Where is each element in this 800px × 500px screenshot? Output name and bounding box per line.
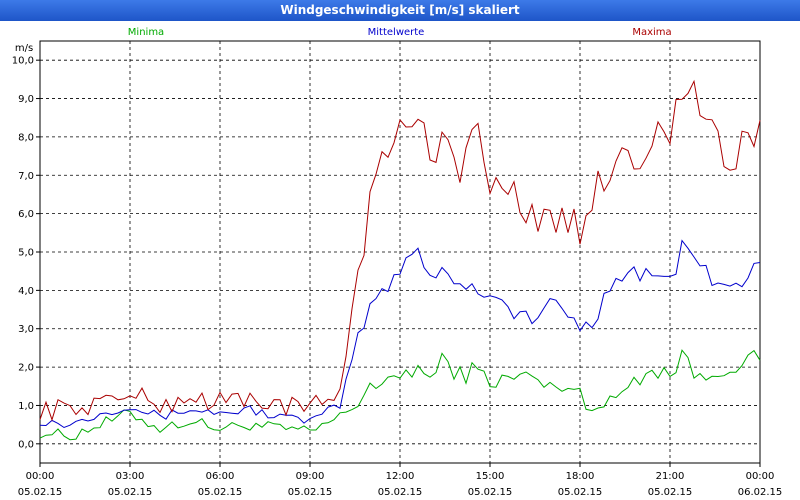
legend-entry-maxima: Maxima [632,27,671,38]
x-tick-time: 12:00 [386,471,415,482]
y-tick-label: 5,0 [18,248,34,259]
legend-entry-mittelwerte: Mittelwerte [368,27,425,38]
x-tick-date: 05.02.15 [378,487,423,498]
y-tick-label: 0,0 [18,439,34,450]
series-line-minima [39,349,761,441]
x-tick-time: 06:00 [206,471,235,482]
x-tick-time: 18:00 [566,471,595,482]
x-tick-date: 05.02.15 [648,487,693,498]
x-tick-date: 05.02.15 [18,487,63,498]
x-tick-date: 05.02.15 [198,487,243,498]
x-tick-time: 21:00 [656,471,685,482]
legend: Minima Mittelwerte Maxima [128,27,672,38]
grid-lines [36,41,761,467]
legend-entry-minima: Minima [128,27,164,38]
chart-svg: m/s 0,0 1,0 2,0 3,0 4,0 5,0 6,0 7,0 8,0 9,0 10,0 0… [12,27,783,498]
series-lines [39,79,761,441]
series-line-mittelwerte [39,239,761,429]
y-axis-label: m/s [15,43,33,54]
y-tick-label: 2,0 [18,363,34,374]
series-line-maxima [39,79,761,422]
y-tick-labels: 0,0 1,0 2,0 3,0 4,0 5,0 6,0 7,0 8,0 9,0 10,0 [12,56,34,451]
window-title: Windgeschwindigkeit [m/s] skaliert [0,0,800,21]
y-tick-label: 3,0 [18,324,34,335]
x-tick-time: 00:00 [746,471,775,482]
y-tick-label: 10,0 [12,56,34,67]
x-tick-date: 05.02.15 [108,487,153,498]
x-tick-time: 00:00 [26,471,55,482]
x-tick-time: 03:00 [116,471,145,482]
x-tick-labels: 00:00 05.02.15 03:00 05.02.15 06:00 05.02.15 0… [18,471,783,498]
y-tick-label: 8,0 [18,132,34,143]
x-tick-date: 05.02.15 [558,487,603,498]
y-tick-label: 9,0 [18,94,34,105]
x-tick-date: 06.02.15 [738,487,783,498]
x-tick-date: 05.02.15 [468,487,513,498]
x-tick-time: 15:00 [476,471,505,482]
x-tick-time: 09:00 [296,471,325,482]
y-tick-label: 4,0 [18,286,34,297]
y-tick-label: 1,0 [18,401,34,412]
y-tick-label: 6,0 [18,209,34,220]
x-tick-date: 05.02.15 [288,487,333,498]
y-tick-label: 7,0 [18,171,34,182]
plot-frame [39,40,761,464]
